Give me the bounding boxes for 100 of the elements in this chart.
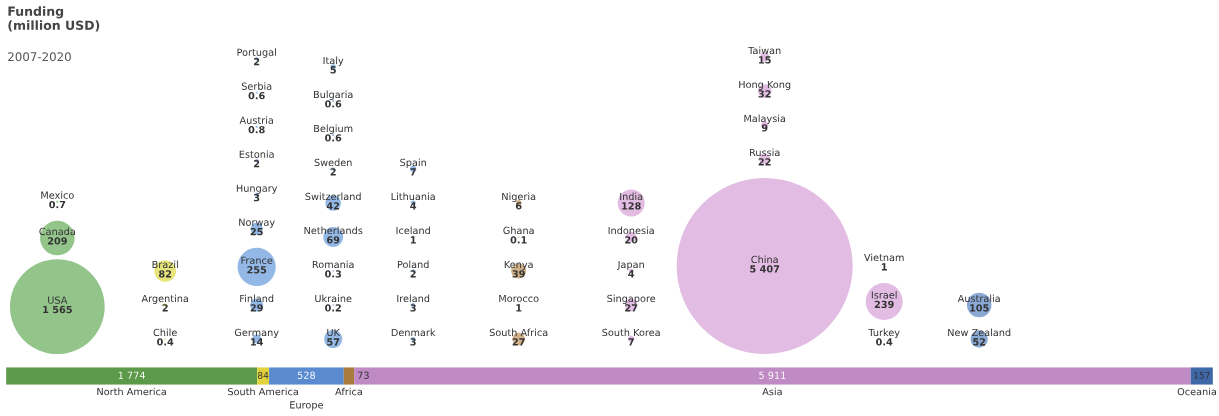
series-label: Africa bbox=[335, 387, 362, 396]
text: Funding (million USD) bbox=[8, 6, 100, 32]
category-label: Morocco bbox=[499, 294, 539, 303]
data-label: 0.6 bbox=[325, 134, 342, 142]
category-label: Bulgaria bbox=[313, 90, 353, 100]
category-label: Italy bbox=[323, 56, 344, 66]
data-label: 9 bbox=[761, 124, 768, 132]
bar bbox=[6, 367, 258, 385]
category-label: Malaysia bbox=[744, 114, 786, 124]
category-label: Chile bbox=[153, 328, 177, 337]
category-label: South Korea bbox=[602, 328, 660, 337]
category-label: Belgium bbox=[314, 124, 353, 134]
data-label: 1 bbox=[516, 304, 522, 312]
data-label: 29 bbox=[250, 304, 263, 312]
category-label: Japan bbox=[617, 260, 644, 270]
data-label: 1 774 bbox=[118, 371, 145, 379]
category-label: Germany bbox=[234, 328, 279, 338]
data-label: 5 bbox=[330, 66, 336, 74]
data-label: 0.2 bbox=[325, 304, 341, 312]
data-label: 0.3 bbox=[325, 270, 342, 278]
category-label: Netherlands bbox=[304, 226, 363, 235]
data-label: 0.4 bbox=[876, 338, 893, 346]
category-label: Kenya bbox=[504, 260, 533, 270]
data-label: 14 bbox=[251, 338, 264, 346]
data-label: 42 bbox=[326, 202, 340, 210]
category-label: Ukraine bbox=[315, 294, 352, 303]
category-label: Taiwan bbox=[748, 46, 781, 55]
category-label: Sweden bbox=[314, 158, 352, 167]
data-label: 20 bbox=[625, 236, 638, 244]
data-label: 73 bbox=[358, 371, 369, 379]
category-label: Argentina bbox=[141, 294, 189, 304]
data-label: 39 bbox=[512, 270, 525, 278]
category-label: Vietnam bbox=[864, 253, 904, 262]
category-label: Russia bbox=[750, 148, 780, 157]
category-label: Israel bbox=[871, 291, 897, 299]
category-label: Ghana bbox=[503, 226, 534, 235]
data-label: 5 911 bbox=[759, 371, 786, 379]
data-label: 15 bbox=[759, 56, 771, 64]
data-label: 0.4 bbox=[157, 338, 174, 346]
data-label: 5 407 bbox=[750, 265, 780, 273]
category-label: USA bbox=[48, 296, 68, 304]
data-label: 0.6 bbox=[248, 91, 265, 100]
category-label: Portugal bbox=[237, 48, 276, 58]
data-label: 22 bbox=[758, 158, 771, 166]
category-label: Turkey bbox=[868, 328, 900, 338]
data-label: 69 bbox=[327, 236, 340, 244]
category-label: Austria bbox=[239, 116, 273, 124]
data-label: 7 bbox=[410, 168, 416, 176]
data-label: 27 bbox=[625, 304, 638, 312]
category-label: Ireland bbox=[397, 294, 430, 303]
data-label: 157 bbox=[1194, 371, 1210, 379]
category-label: Poland bbox=[397, 260, 429, 269]
category-label: Singapore bbox=[607, 294, 656, 304]
data-label: 7 bbox=[628, 338, 634, 346]
data-label: 27 bbox=[512, 338, 525, 346]
data-label: 4 bbox=[410, 202, 417, 210]
data-label: 1 565 bbox=[43, 305, 72, 314]
category-label: China bbox=[751, 255, 778, 264]
category-label: Spain bbox=[400, 158, 426, 168]
series-label: North America bbox=[97, 387, 166, 396]
series-label: Oceania bbox=[1177, 387, 1216, 396]
data-label: 57 bbox=[327, 338, 340, 346]
category-label: Serbia bbox=[241, 82, 272, 90]
category-label: Norway bbox=[239, 218, 275, 228]
category-label: UK bbox=[327, 328, 341, 337]
series-label: Europe bbox=[290, 401, 323, 411]
data-label: 3 bbox=[253, 193, 260, 202]
category-label: France bbox=[241, 256, 273, 265]
data-label: 3 bbox=[410, 338, 416, 346]
category-label: Hungary bbox=[236, 184, 278, 194]
series-label: South America bbox=[228, 387, 298, 396]
category-label: Australia bbox=[957, 294, 1000, 303]
category-label: Nigeria bbox=[502, 192, 536, 202]
data-label: 2 bbox=[410, 270, 416, 278]
data-label: 0.7 bbox=[49, 200, 66, 209]
data-label: 0.6 bbox=[325, 100, 342, 108]
data-label: 105 bbox=[970, 304, 989, 312]
data-label: 52 bbox=[973, 338, 986, 346]
data-label: 84 bbox=[257, 371, 269, 379]
category-label: Romania bbox=[312, 260, 354, 269]
category-label: Switzerland bbox=[305, 192, 361, 201]
category-label: Finland bbox=[240, 294, 274, 303]
data-label: 2 bbox=[162, 304, 168, 312]
category-label: South Africa bbox=[489, 328, 548, 337]
series-label: Asia bbox=[762, 387, 782, 396]
data-label: 528 bbox=[297, 371, 316, 379]
bar bbox=[354, 367, 1191, 385]
data-label: 32 bbox=[758, 90, 771, 98]
data-label: 209 bbox=[47, 237, 67, 245]
data-label: 0.8 bbox=[248, 125, 265, 134]
category-label: Lithuania bbox=[391, 192, 435, 201]
data-label: 2 bbox=[330, 168, 336, 176]
data-label: 3 bbox=[410, 304, 416, 312]
data-label: 1 bbox=[410, 236, 416, 244]
category-label: Iceland bbox=[396, 226, 430, 235]
data-label: 128 bbox=[622, 202, 641, 210]
category-label: India bbox=[620, 192, 643, 201]
data-label: 239 bbox=[874, 300, 894, 309]
data-label: 0.1 bbox=[510, 236, 527, 244]
text: 2007-2020 bbox=[8, 52, 71, 62]
